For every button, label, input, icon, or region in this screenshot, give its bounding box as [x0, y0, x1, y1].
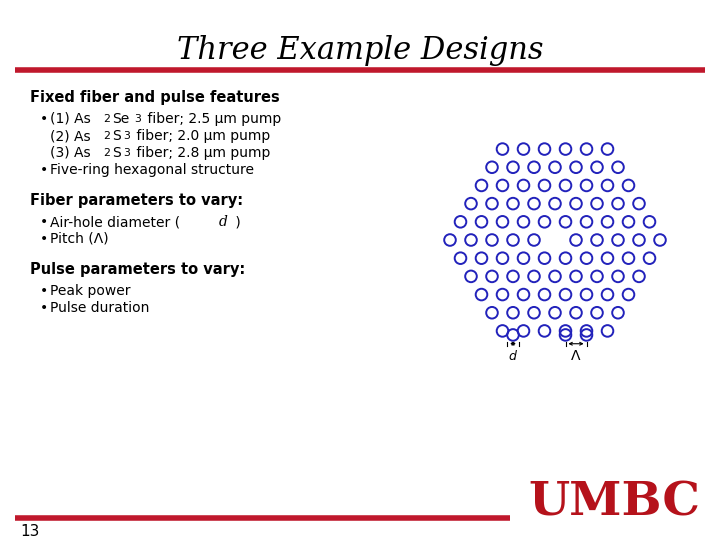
Text: fiber; 2.0 μm pump: fiber; 2.0 μm pump — [132, 129, 270, 143]
Text: 2: 2 — [103, 114, 109, 124]
Text: $d$: $d$ — [508, 349, 518, 363]
Text: •: • — [40, 112, 48, 126]
Text: S: S — [112, 146, 120, 160]
Text: •: • — [40, 215, 48, 229]
Text: 2: 2 — [103, 148, 109, 158]
Text: Pitch (Λ): Pitch (Λ) — [50, 232, 109, 246]
Text: Five-ring hexagonal structure: Five-ring hexagonal structure — [50, 163, 254, 177]
Text: S: S — [112, 129, 120, 143]
Text: d: d — [219, 215, 228, 229]
Text: 3: 3 — [134, 114, 141, 124]
Text: ): ) — [230, 215, 240, 229]
Text: (1) As: (1) As — [50, 112, 91, 126]
Text: •: • — [40, 232, 48, 246]
Text: Pulse duration: Pulse duration — [50, 301, 149, 315]
Text: Pulse parameters to vary:: Pulse parameters to vary: — [30, 262, 246, 277]
Text: 2: 2 — [103, 131, 109, 141]
Text: Peak power: Peak power — [50, 284, 130, 298]
Text: Se: Se — [112, 112, 129, 126]
Text: •: • — [40, 163, 48, 177]
Text: (3) As: (3) As — [50, 146, 91, 160]
Text: fiber; 2.5 μm pump: fiber; 2.5 μm pump — [143, 112, 282, 126]
Text: 3: 3 — [123, 131, 130, 141]
Text: •: • — [40, 301, 48, 315]
Text: Fiber parameters to vary:: Fiber parameters to vary: — [30, 193, 243, 208]
Text: (2) As: (2) As — [50, 129, 91, 143]
Text: •: • — [40, 284, 48, 298]
Text: 13: 13 — [20, 524, 40, 539]
Text: 3: 3 — [123, 148, 130, 158]
Text: $\Lambda$: $\Lambda$ — [570, 349, 582, 363]
Text: Three Example Designs: Three Example Designs — [176, 35, 544, 66]
Text: fiber; 2.8 μm pump: fiber; 2.8 μm pump — [132, 146, 270, 160]
Text: Air-hole diameter (: Air-hole diameter ( — [50, 215, 180, 229]
Text: Fixed fiber and pulse features: Fixed fiber and pulse features — [30, 90, 280, 105]
Text: UMBC: UMBC — [528, 480, 700, 526]
